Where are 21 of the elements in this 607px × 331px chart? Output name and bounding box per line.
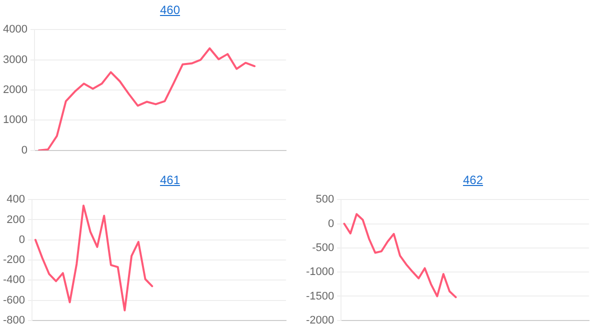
y-tick-label: -200 xyxy=(2,254,26,266)
y-tick-label: -500 xyxy=(312,242,334,254)
y-tick-label: -2000 xyxy=(306,314,334,326)
y-tick-label: 0 xyxy=(18,234,26,246)
y-tick-label: 1000 xyxy=(2,114,28,126)
y-tick-label: -1000 xyxy=(306,266,334,278)
y-tick-label: -600 xyxy=(2,294,26,306)
y-tick-label: 0 xyxy=(328,218,334,230)
y-tick-label: 200 xyxy=(6,214,26,226)
y-tick-label: 3000 xyxy=(2,54,28,66)
y-tick-label: -400 xyxy=(2,274,26,286)
y-tick-label: -1500 xyxy=(306,290,334,302)
chart-title: 460 xyxy=(158,2,182,19)
chart-title: 461 xyxy=(158,172,182,189)
y-tick-label: 0 xyxy=(21,144,28,156)
y-tick-label: -800 xyxy=(2,314,26,326)
y-tick-label: 4000 xyxy=(2,24,28,36)
y-tick-label: 500 xyxy=(316,194,334,206)
y-tick-label: 2000 xyxy=(2,84,28,96)
y-tick-label: 400 xyxy=(6,194,26,206)
chart-title: 462 xyxy=(462,172,484,189)
